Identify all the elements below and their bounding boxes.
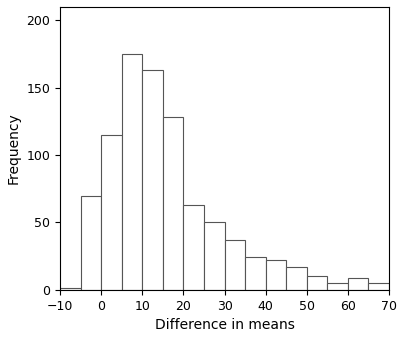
Bar [81, 196, 101, 290]
Bar [286, 267, 307, 290]
Bar [266, 260, 286, 290]
X-axis label: Difference in means: Difference in means [155, 318, 295, 332]
Bar [368, 283, 389, 290]
Bar [204, 222, 225, 290]
Bar [183, 205, 204, 290]
Y-axis label: Frequency: Frequency [7, 113, 21, 184]
Bar [327, 283, 348, 290]
Bar [348, 278, 368, 290]
Bar [225, 240, 245, 290]
Bar [142, 70, 163, 290]
Bar [245, 257, 266, 290]
Bar [163, 117, 183, 290]
Bar [122, 54, 142, 290]
Bar [101, 135, 122, 290]
Bar [307, 276, 327, 290]
Bar [60, 288, 81, 290]
